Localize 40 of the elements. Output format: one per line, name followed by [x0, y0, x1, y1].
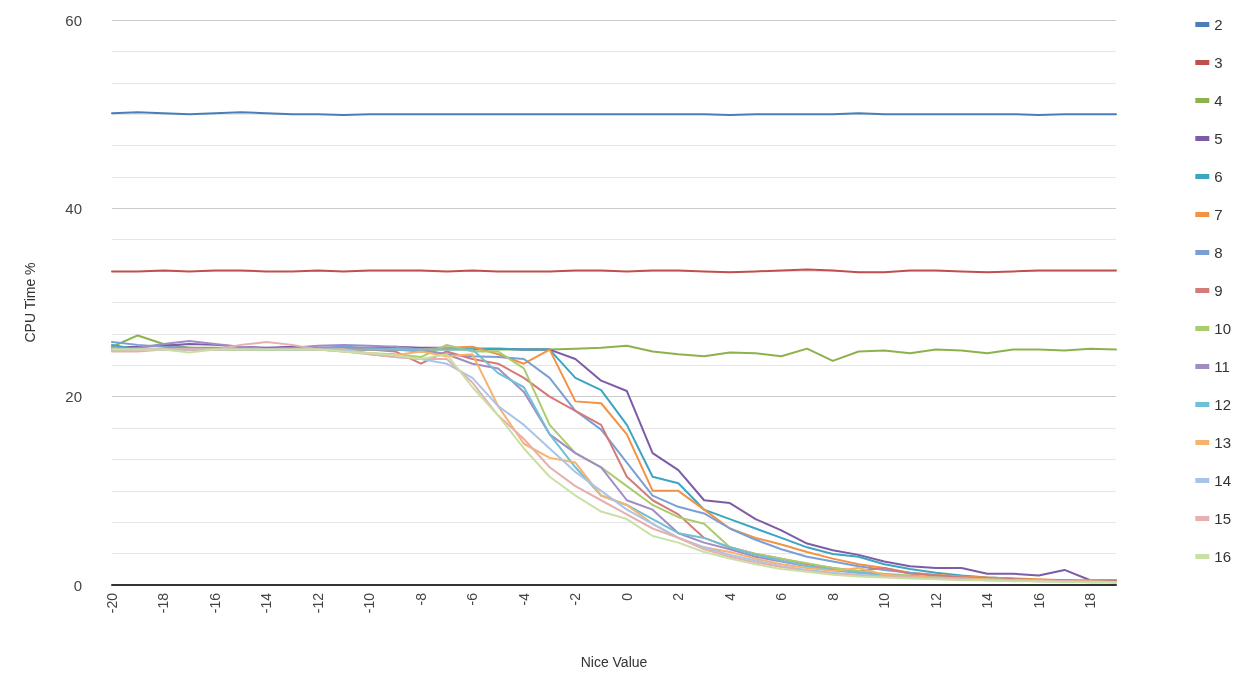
x-tick-label: -12 — [309, 592, 326, 614]
x-tick-label: 12 — [927, 592, 944, 609]
x-tick-label: 2 — [670, 592, 687, 601]
legend-label: 11 — [1214, 358, 1230, 375]
x-axis-title: Nice Value — [580, 654, 648, 670]
x-tick-label: -4 — [515, 592, 532, 606]
legend-label: 10 — [1214, 320, 1231, 337]
x-tick-label: -10 — [361, 592, 378, 614]
x-tick-label: -16 — [206, 592, 223, 614]
x-tick-label: 18 — [1082, 592, 1099, 609]
x-tick-label: -20 — [104, 592, 120, 614]
x-tick-label: 10 — [876, 592, 893, 609]
x-tick-label: 6 — [773, 592, 790, 601]
legend-label: 7 — [1214, 206, 1223, 223]
y-tick-label: 40 — [65, 199, 82, 217]
x-tick-label: -6 — [464, 592, 481, 606]
x-tick-label: 4 — [721, 592, 738, 601]
x-tick-label: 0 — [618, 592, 635, 601]
legend-label: 15 — [1214, 510, 1231, 527]
x-tick-label: 14 — [979, 592, 996, 609]
y-tick-label: 20 — [65, 388, 82, 406]
legend-label: 6 — [1214, 168, 1223, 185]
legend-label: 12 — [1214, 396, 1231, 413]
legend-label: 16 — [1214, 548, 1231, 565]
legend-label: 9 — [1214, 282, 1223, 299]
legend-label: 8 — [1214, 244, 1223, 261]
x-tick-label: -8 — [412, 592, 429, 606]
legend-label: 5 — [1214, 130, 1223, 147]
x-tick-label: 16 — [1030, 592, 1047, 609]
legend-label: 13 — [1214, 434, 1231, 451]
y-tick-label: 60 — [65, 11, 82, 29]
x-tick-label: -18 — [155, 592, 172, 614]
legend-label: 14 — [1214, 472, 1231, 489]
x-tick-label: -14 — [258, 592, 275, 614]
x-tick-label: 8 — [824, 592, 841, 601]
x-tick-label: -2 — [567, 592, 584, 606]
legend-label: 2 — [1214, 16, 1223, 33]
legend-label: 3 — [1214, 54, 1223, 71]
legend-label: 4 — [1214, 92, 1223, 109]
y-axis-title: CPU Time % — [22, 262, 38, 343]
